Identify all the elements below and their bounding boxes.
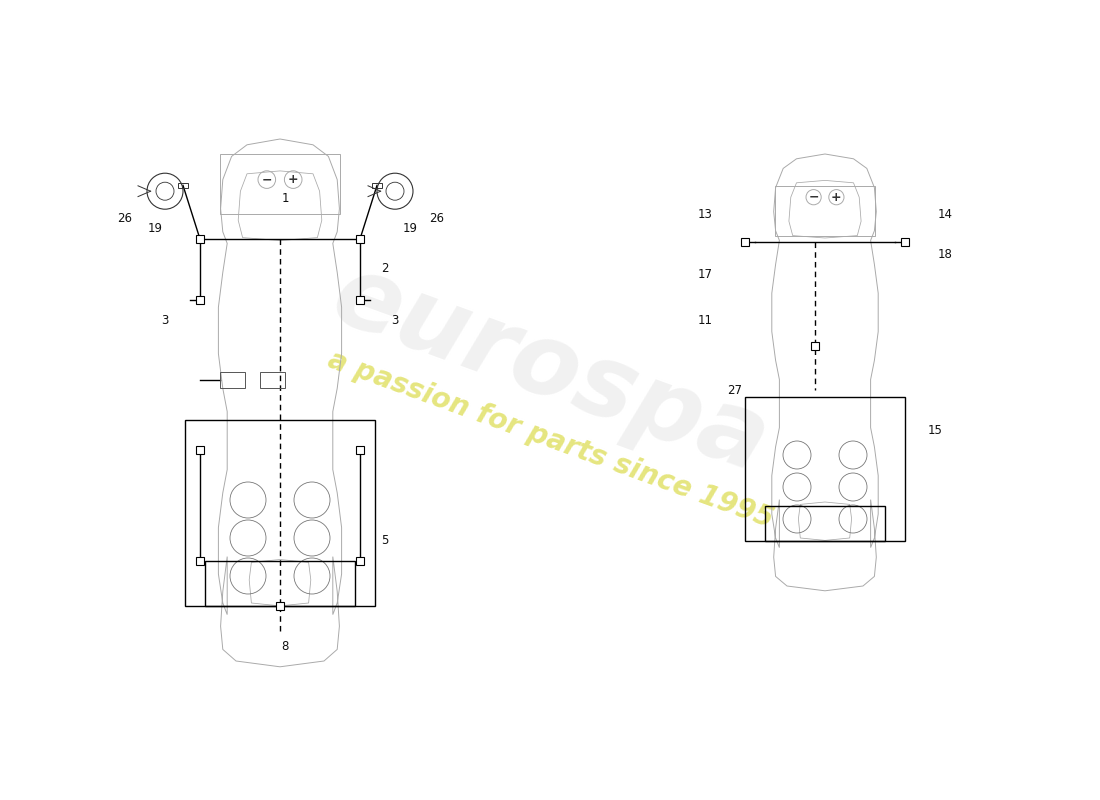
Text: +: + xyxy=(832,190,842,204)
Bar xyxy=(356,446,364,454)
Text: −: − xyxy=(808,190,818,204)
Text: eurospa: eurospa xyxy=(319,246,781,494)
Bar xyxy=(196,446,204,454)
Bar xyxy=(220,154,340,214)
Bar xyxy=(776,186,875,235)
Bar xyxy=(220,372,245,388)
Text: 2: 2 xyxy=(382,262,388,275)
Bar xyxy=(205,561,355,606)
Bar xyxy=(356,557,364,565)
Text: 27: 27 xyxy=(727,383,742,397)
Text: 8: 8 xyxy=(282,639,288,653)
Bar xyxy=(196,235,204,243)
Bar xyxy=(185,421,375,606)
Text: 11: 11 xyxy=(697,314,713,326)
Bar xyxy=(178,183,188,188)
Bar xyxy=(745,397,905,541)
Bar xyxy=(196,296,204,304)
Text: 3: 3 xyxy=(392,314,398,326)
Bar xyxy=(764,506,886,541)
Bar xyxy=(901,238,909,246)
Text: 18: 18 xyxy=(937,247,953,261)
Text: +: + xyxy=(288,173,298,186)
Text: 17: 17 xyxy=(697,267,713,281)
Text: 19: 19 xyxy=(147,222,163,235)
Bar xyxy=(741,238,749,246)
Text: 1: 1 xyxy=(282,193,288,206)
Text: 26: 26 xyxy=(429,213,444,226)
Bar xyxy=(196,557,204,565)
Text: 26: 26 xyxy=(118,213,132,226)
Bar xyxy=(811,342,819,350)
Bar xyxy=(356,235,364,243)
Text: 19: 19 xyxy=(403,222,418,235)
Text: 14: 14 xyxy=(937,207,953,221)
Text: a passion for parts since 1995: a passion for parts since 1995 xyxy=(323,346,777,534)
Bar xyxy=(260,372,285,388)
Bar xyxy=(372,183,382,188)
Text: 5: 5 xyxy=(382,534,388,547)
Bar xyxy=(276,602,284,610)
Text: 15: 15 xyxy=(927,423,943,437)
Text: 3: 3 xyxy=(162,314,168,326)
Text: −: − xyxy=(262,173,272,186)
Bar xyxy=(356,296,364,304)
Text: 13: 13 xyxy=(697,207,713,221)
